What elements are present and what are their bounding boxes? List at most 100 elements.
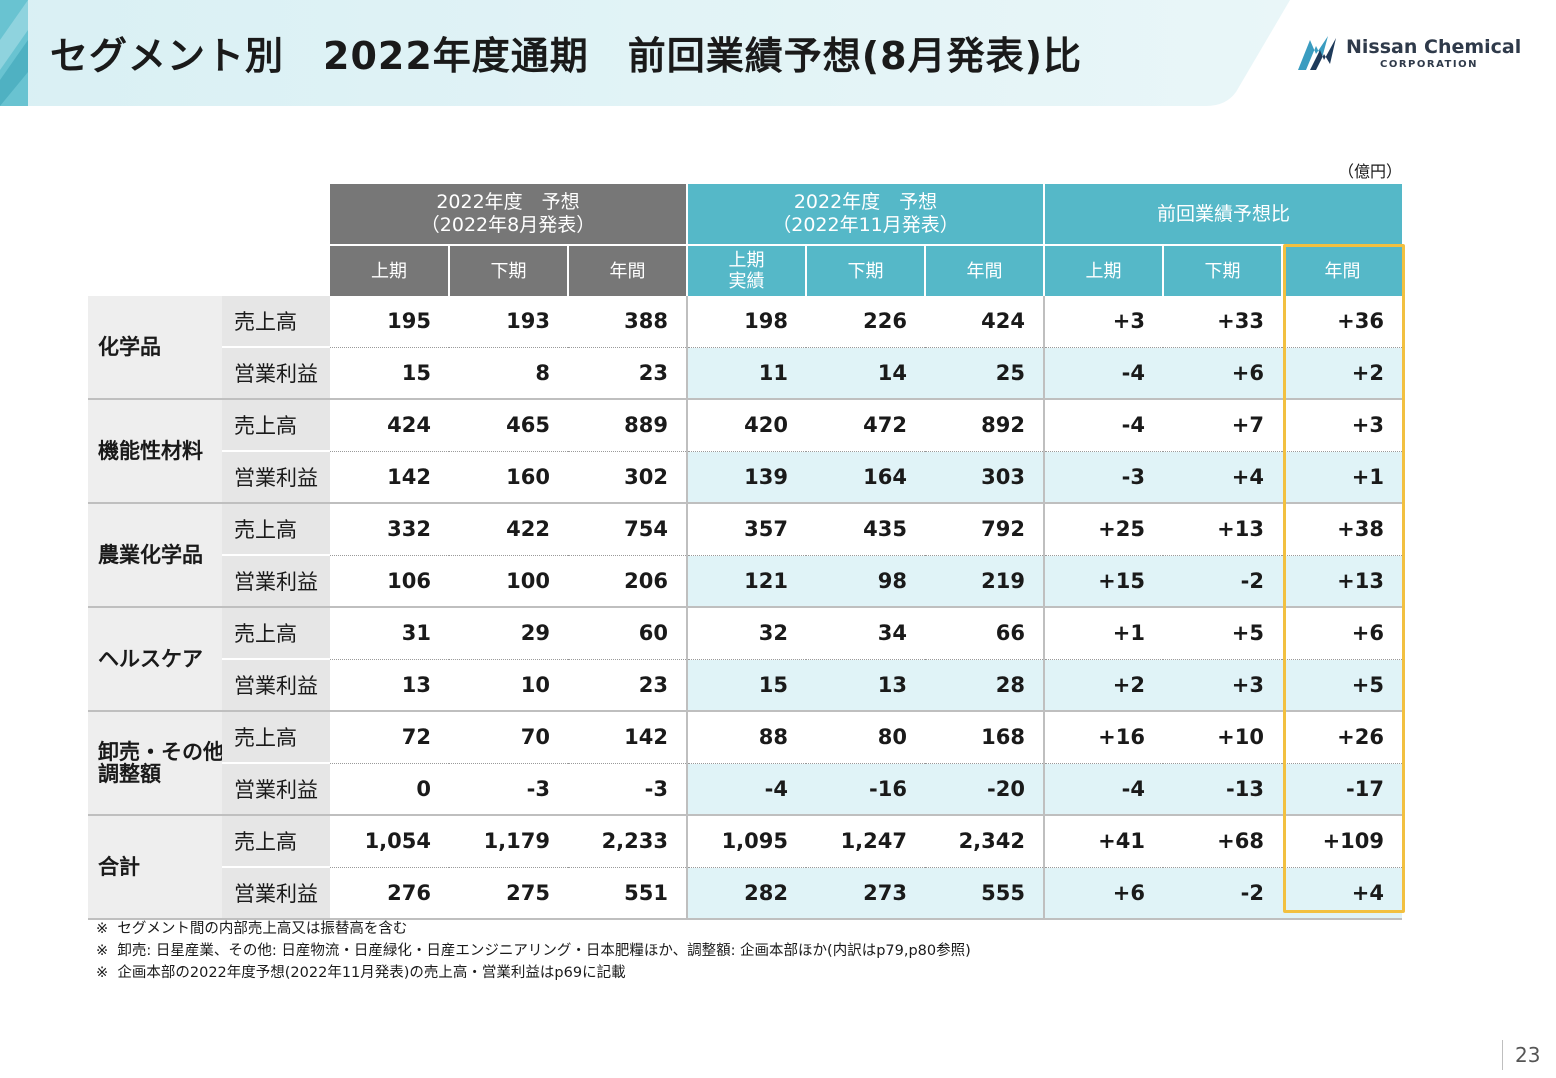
value-cell: 60: [568, 607, 688, 660]
header-row-groups: 2022年度 予想 （2022年8月発表） 2022年度 予想 （2022年11…: [88, 184, 1402, 246]
value-cell: 465: [449, 399, 568, 452]
value-cell: 66: [925, 607, 1045, 660]
value-cell: 332: [330, 503, 449, 556]
value-cell: +4: [1163, 451, 1282, 504]
segment-name: 機能性材料: [88, 399, 222, 504]
table-row: 営業利益 276 275 551 282 273 555 +6 -2 +4: [88, 867, 1402, 920]
metric-label: 売上高: [222, 399, 330, 452]
value-cell: 206: [568, 555, 688, 608]
value-cell: 198: [687, 296, 806, 348]
value-cell: 226: [806, 296, 925, 348]
subheader: 年間: [925, 245, 1045, 296]
value-cell: -4: [687, 763, 806, 816]
value-cell: +13: [1163, 503, 1282, 556]
segment-name: 農業化学品: [88, 503, 222, 608]
value-cell: +109: [1282, 815, 1402, 868]
segment-name: 化学品: [88, 296, 222, 400]
value-cell: 420: [687, 399, 806, 452]
value-cell: -13: [1163, 763, 1282, 816]
segment-name: 卸売・その他・ 調整額: [88, 711, 222, 816]
table-row: 合計 売上高 1,054 1,179 2,233 1,095 1,247 2,342 +41 +6…: [88, 815, 1402, 920]
metric-label: 売上高: [222, 815, 330, 868]
value-cell: 80: [806, 711, 925, 764]
table-row: 営業利益 0 -3 -3 -4 -16 -20 -4 -13 -17: [88, 763, 1402, 816]
value-cell: 193: [449, 296, 568, 348]
value-cell: +5: [1163, 607, 1282, 660]
value-cell: 164: [806, 451, 925, 504]
metric-label: 売上高: [222, 711, 330, 764]
value-cell: 1,179: [449, 815, 568, 868]
value-cell: -16: [806, 763, 925, 816]
value-cell: 160: [449, 451, 568, 504]
subheader: 下期: [806, 245, 926, 296]
company-logo: Nissan Chemical CORPORATION: [1296, 34, 1521, 74]
value-cell: 424: [925, 296, 1045, 348]
unit-label: （億円）: [1338, 162, 1403, 181]
value-cell: 98: [806, 555, 925, 608]
value-cell: 139: [687, 451, 806, 504]
value-cell: +6: [1163, 347, 1282, 400]
value-cell: 15: [687, 659, 806, 712]
value-cell: 273: [806, 867, 925, 920]
value-cell: 142: [568, 711, 688, 764]
subheader: 上期: [330, 245, 450, 296]
value-cell: +36: [1282, 296, 1402, 348]
value-cell: 32: [687, 607, 806, 660]
value-cell: 754: [568, 503, 688, 556]
metric-label: 売上高: [222, 607, 330, 660]
metric-label: 売上高: [222, 503, 330, 556]
value-cell: 13: [806, 659, 925, 712]
value-cell: 303: [925, 451, 1045, 504]
footnote: ※ セグメント間の内部売上高又は振替高を含む: [96, 921, 408, 937]
table-row: 営業利益 142 160 302 139 164 303 -3 +4 +1: [88, 451, 1402, 504]
value-cell: +4: [1282, 867, 1402, 920]
value-cell: 422: [449, 503, 568, 556]
value-cell: -20: [925, 763, 1045, 816]
subheader: 年間: [1282, 245, 1402, 296]
value-cell: 357: [687, 503, 806, 556]
value-cell: -4: [1044, 347, 1163, 400]
value-cell: 88: [687, 711, 806, 764]
value-cell: 2,342: [925, 815, 1045, 868]
value-cell: 195: [330, 296, 449, 348]
value-cell: -2: [1163, 867, 1282, 920]
metric-label: 売上高: [222, 296, 330, 348]
corner-blank-2: [88, 245, 330, 296]
value-cell: 100: [449, 555, 568, 608]
footnotes: ※ セグメント間の内部売上高又は振替高を含む ※ 卸売: 日星産業、その他: 日…: [96, 918, 971, 984]
value-cell: 31: [330, 607, 449, 660]
value-cell: 555: [925, 867, 1045, 920]
value-cell: 1,247: [806, 815, 925, 868]
value-cell: 142: [330, 451, 449, 504]
table-row: 営業利益 15 8 23 11 14 25 -4 +6 +2: [88, 347, 1402, 400]
table-row: 農業化学品 売上高 332 422 754 357 435 792 +25 +13 +38: [88, 503, 1402, 608]
subheader: 年間: [568, 245, 688, 296]
value-cell: 219: [925, 555, 1045, 608]
footnote: ※ 企画本部の2022年度予想(2022年11月発表)の売上高・営業利益はp69…: [96, 965, 626, 981]
value-cell: +1: [1044, 607, 1163, 660]
metric-label: 営業利益: [222, 451, 330, 504]
value-cell: 70: [449, 711, 568, 764]
value-cell: +6: [1282, 607, 1402, 660]
value-cell: 25: [925, 347, 1045, 400]
metric-label: 営業利益: [222, 659, 330, 712]
value-cell: 15: [330, 347, 449, 400]
subheader: 下期: [1163, 245, 1283, 296]
group-header-aug: 2022年度 予想 （2022年8月発表）: [330, 184, 688, 246]
value-cell: 0: [330, 763, 449, 816]
value-cell: 34: [806, 607, 925, 660]
value-cell: -4: [1044, 399, 1163, 452]
value-cell: +26: [1282, 711, 1402, 764]
value-cell: +13: [1282, 555, 1402, 608]
value-cell: +6: [1044, 867, 1163, 920]
metric-label: 営業利益: [222, 555, 330, 608]
subheader: 上期 実績: [687, 245, 807, 296]
value-cell: -17: [1282, 763, 1402, 816]
value-cell: 10: [449, 659, 568, 712]
value-cell: 23: [568, 659, 688, 712]
value-cell: 892: [925, 399, 1045, 452]
value-cell: 1,054: [330, 815, 449, 868]
value-cell: +15: [1044, 555, 1163, 608]
value-cell: +16: [1044, 711, 1163, 764]
subheader: 下期: [449, 245, 569, 296]
